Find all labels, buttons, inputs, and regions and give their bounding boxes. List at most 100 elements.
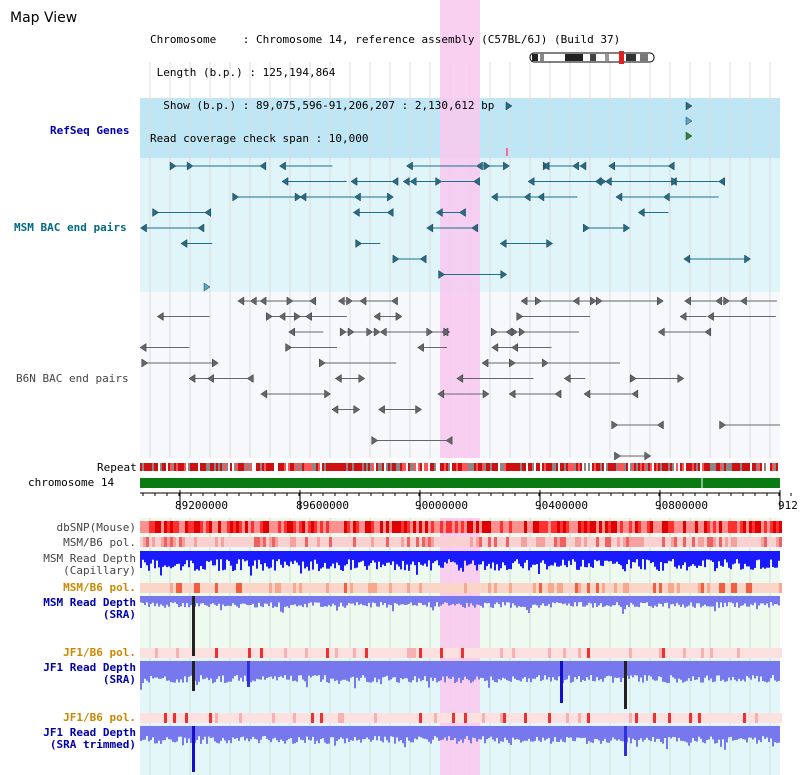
heat-cell bbox=[431, 521, 434, 533]
depth-bar bbox=[388, 726, 390, 743]
depth-bar bbox=[296, 726, 298, 743]
depth-bar bbox=[284, 551, 286, 562]
heat-cell bbox=[713, 521, 716, 533]
heat-cell bbox=[314, 521, 317, 533]
heat-cell bbox=[245, 648, 248, 658]
depth-bar bbox=[172, 726, 174, 742]
depth-bar bbox=[344, 726, 346, 744]
heat-cell bbox=[431, 648, 434, 658]
heat-cell bbox=[458, 521, 461, 533]
depth-bar bbox=[384, 661, 386, 677]
depth-bar bbox=[142, 551, 144, 560]
depth-bar bbox=[548, 726, 550, 738]
heat-cell bbox=[194, 648, 197, 658]
heat-cell bbox=[737, 537, 740, 547]
depth-bar bbox=[538, 661, 540, 676]
heat-cell bbox=[737, 521, 740, 533]
heat-cell bbox=[374, 537, 377, 547]
heat-cell bbox=[425, 583, 428, 593]
depth-bar bbox=[524, 661, 526, 677]
feature-arrow bbox=[685, 131, 693, 141]
heat-cell bbox=[377, 583, 380, 593]
depth-bar bbox=[380, 551, 382, 568]
heat-cell bbox=[503, 583, 506, 593]
heat-cell bbox=[611, 583, 614, 593]
repeat-segment bbox=[612, 463, 614, 471]
depth-bar bbox=[526, 661, 528, 682]
depth-bar bbox=[240, 596, 242, 604]
heat-cell bbox=[554, 583, 557, 593]
depth-bar bbox=[490, 726, 492, 737]
heat-cell bbox=[677, 537, 680, 547]
heat-cell bbox=[200, 537, 203, 547]
depth-bar bbox=[326, 726, 328, 744]
depth-bar bbox=[558, 596, 560, 603]
feature-arrow bbox=[500, 270, 508, 279]
heat-cell bbox=[377, 521, 380, 533]
heat-cell bbox=[764, 537, 767, 547]
heat-cell bbox=[608, 713, 611, 723]
depth-bar bbox=[278, 596, 280, 603]
heat-cell bbox=[296, 521, 299, 533]
depth-bar bbox=[520, 596, 522, 607]
feature-arrow bbox=[509, 358, 516, 368]
heat-cell bbox=[731, 583, 734, 593]
depth-bar bbox=[228, 726, 230, 741]
depth-bar bbox=[726, 596, 728, 607]
depth-bar bbox=[622, 661, 624, 679]
depth-bar bbox=[660, 551, 662, 562]
heat-cell bbox=[320, 537, 323, 547]
repeat-segment bbox=[578, 463, 580, 471]
repeat-segment bbox=[582, 463, 584, 471]
heat-cell bbox=[200, 713, 203, 723]
depth-bar bbox=[548, 596, 550, 604]
depth-bar bbox=[760, 551, 762, 569]
depth-bar bbox=[572, 596, 574, 607]
depth-bar bbox=[176, 596, 178, 604]
heat-cell bbox=[485, 713, 488, 723]
heat-cell bbox=[473, 713, 476, 723]
heat-cell bbox=[410, 648, 413, 658]
depth-bar bbox=[192, 551, 194, 564]
repeat-segment bbox=[196, 463, 198, 471]
heat-cell bbox=[740, 537, 743, 547]
depth-bar bbox=[656, 726, 658, 739]
heat-cell bbox=[224, 537, 227, 547]
depth-bar bbox=[652, 596, 654, 608]
depth-bar bbox=[612, 726, 614, 738]
heat-cell bbox=[299, 713, 302, 723]
repeat-segment bbox=[188, 463, 190, 471]
depth-bar bbox=[596, 551, 598, 562]
heat-cell bbox=[539, 521, 542, 533]
heat-cell bbox=[728, 648, 731, 658]
heat-cell bbox=[365, 713, 368, 723]
depth-bar bbox=[592, 726, 594, 743]
heat-cell bbox=[317, 521, 320, 533]
track-label-msm-bac[interactable]: MSM BAC end pairs bbox=[14, 221, 127, 234]
depth-bar bbox=[630, 726, 632, 744]
depth-bar bbox=[448, 661, 450, 679]
depth-bar bbox=[408, 661, 410, 682]
depth-bar bbox=[682, 661, 684, 683]
heat-cell bbox=[509, 713, 512, 723]
feature-arrow bbox=[141, 358, 149, 368]
depth-bar bbox=[486, 661, 488, 681]
heat-cell bbox=[167, 537, 170, 547]
heat-cell bbox=[449, 648, 452, 658]
depth-bar bbox=[674, 726, 676, 738]
heat-cell bbox=[710, 648, 713, 658]
repeat-segment bbox=[622, 463, 624, 471]
repeat-segment bbox=[460, 463, 462, 471]
heat-cell bbox=[671, 648, 674, 658]
track-label-b6n-bac[interactable]: B6N BAC end pairs bbox=[16, 372, 129, 385]
depth-bar bbox=[596, 661, 598, 678]
track-label-refseq[interactable]: RefSeq Genes bbox=[50, 124, 130, 137]
heat-cell bbox=[428, 583, 431, 593]
axis-tick-label: 90800000 bbox=[655, 499, 708, 512]
depth-bar bbox=[312, 661, 314, 676]
heat-cell bbox=[722, 537, 725, 547]
heat-cell bbox=[176, 521, 179, 533]
feature-arrow bbox=[623, 223, 631, 233]
depth-bar bbox=[186, 726, 188, 743]
